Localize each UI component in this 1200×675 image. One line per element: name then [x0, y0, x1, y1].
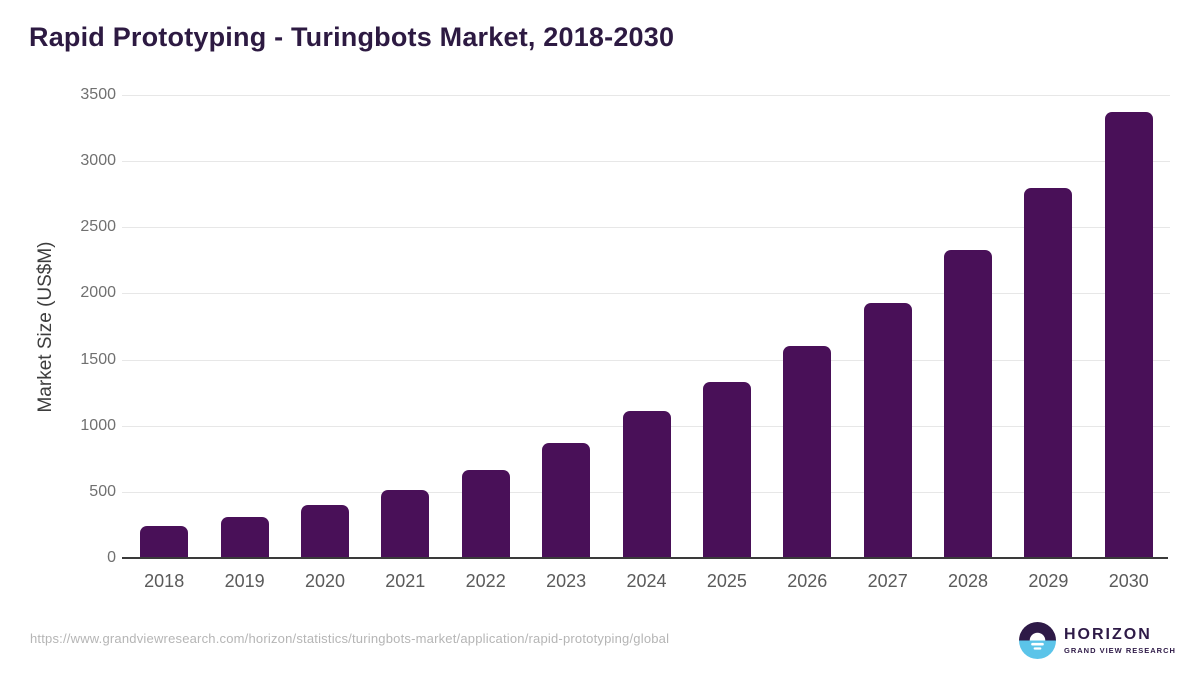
x-tick-label-2024: 2024 — [626, 571, 667, 591]
x-tick-label-2023: 2023 — [546, 571, 587, 591]
gridline-3500 — [122, 95, 1170, 96]
y-tick-label-0: 0 — [107, 549, 116, 566]
source-url: https://www.grandviewresearch.com/horizo… — [30, 631, 670, 646]
y-tick-label-1500: 1500 — [80, 350, 116, 368]
bar-2028 — [944, 250, 992, 558]
y-tick-label-3500: 3500 — [80, 86, 116, 103]
bar-2030 — [1104, 111, 1153, 558]
x-tick-label-2028: 2028 — [947, 571, 989, 591]
gridline-2500 — [122, 227, 1170, 229]
logo-tagline: GRAND VIEW RESEARCH — [1064, 645, 1176, 655]
bar-2024 — [622, 411, 671, 558]
y-tick-label-1000: 1000 — [80, 416, 116, 434]
gridline-2000 — [122, 293, 1170, 295]
x-tick-label-2019: 2019 — [224, 571, 265, 591]
bar-2025 — [702, 382, 751, 558]
x-axis-line — [122, 557, 1168, 559]
gridline-1500 — [122, 359, 1170, 361]
x-tick-label-2025: 2025 — [706, 571, 747, 591]
y-axis-title: Market Size (US$M) — [35, 241, 56, 413]
y-tick-label-3000: 3000 — [80, 152, 116, 170]
bar-2027 — [863, 302, 912, 558]
bar-2018 — [140, 526, 189, 558]
bar-2022 — [461, 469, 510, 558]
x-tick-label-2021: 2021 — [385, 571, 426, 591]
bar-2021 — [381, 490, 430, 558]
logo-brand-name: HORIZON — [1064, 626, 1152, 644]
x-tick-label-2020: 2020 — [304, 571, 346, 591]
x-tick-label-2018: 2018 — [144, 571, 185, 591]
bar-2019 — [220, 517, 269, 558]
x-tick-label-2029: 2029 — [1028, 571, 1069, 591]
x-tick-label-2022: 2022 — [465, 571, 506, 591]
chart-title: Rapid Prototyping - Turingbots Market, 2… — [29, 22, 675, 52]
x-tick-label-2030: 2030 — [1108, 571, 1149, 591]
bar-2026 — [783, 346, 832, 558]
y-tick-label-500: 500 — [89, 482, 116, 500]
bar-2020 — [301, 505, 349, 558]
bar-2029 — [1024, 188, 1073, 558]
y-tick-label-2000: 2000 — [80, 284, 116, 302]
horizon-sunrise-logo-icon — [1019, 622, 1056, 659]
y-tick-label-2500: 2500 — [80, 218, 116, 236]
bar-2023 — [542, 442, 591, 558]
brand-logo: HORIZON GRAND VIEW RESEARCH — [1019, 622, 1176, 659]
x-tick-label-2026: 2026 — [787, 571, 828, 591]
x-tick-label-2027: 2027 — [867, 571, 908, 591]
logo-text-block: HORIZON GRAND VIEW RESEARCH — [1064, 626, 1176, 655]
gridline-3000 — [122, 161, 1170, 163]
